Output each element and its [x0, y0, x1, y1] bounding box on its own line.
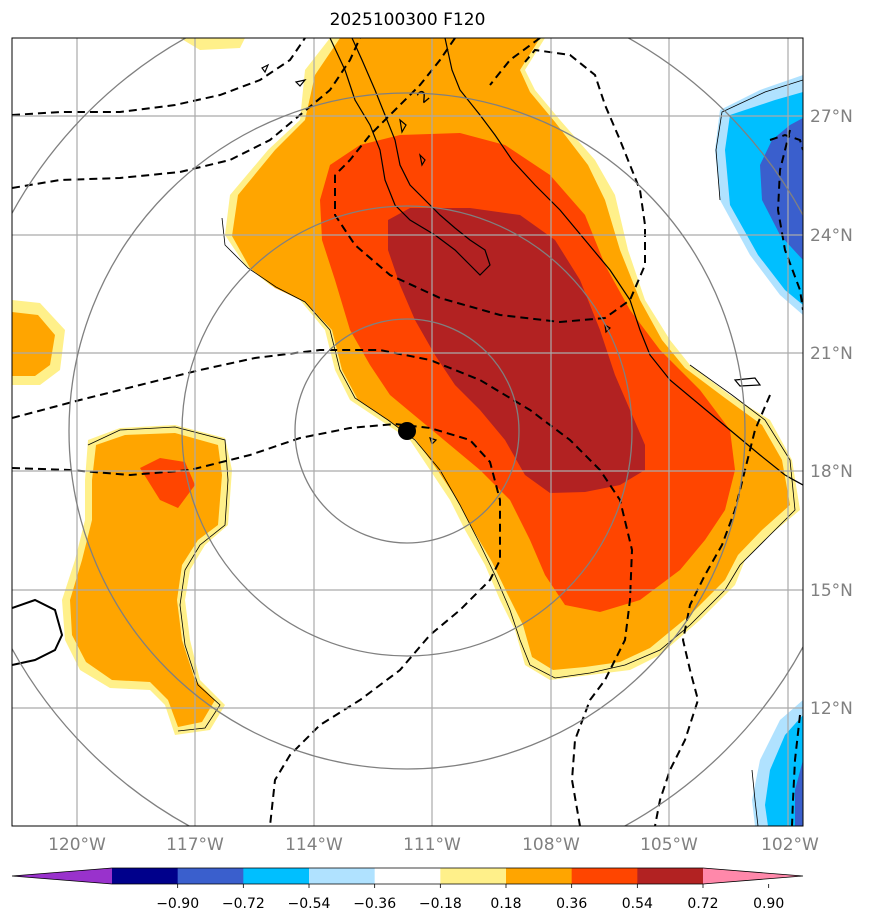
contour-right-3: [654, 394, 771, 826]
lon-label: 117°W: [166, 835, 224, 855]
map-frame: [11, 37, 804, 827]
lon-label: 105°W: [640, 835, 698, 855]
colorbar-tick-label: −0.36: [353, 896, 396, 912]
colorbar-tick-label: 0.90: [753, 896, 784, 912]
colorbar-tick-label: −0.72: [222, 896, 265, 912]
field-royal-blue-upper-right: [760, 118, 803, 260]
island-small-7: [429, 437, 438, 446]
colorbar-segment: [637, 868, 704, 884]
mainland-sw-coast: [789, 477, 803, 486]
coastlines: [12, 38, 803, 666]
colorbar-tick-label: −0.18: [419, 896, 462, 912]
field-orange-left: [12, 312, 55, 376]
colorbar-segment: [571, 868, 638, 884]
colorbar-tick-label: −0.54: [288, 896, 331, 912]
lat-label: 18°N: [810, 462, 853, 482]
colorbar-segment: [177, 868, 244, 884]
shaded-field: [12, 38, 803, 826]
contour-low-center: [334, 48, 646, 324]
field-outline: [87, 79, 803, 826]
storm-center-marker: [398, 422, 416, 440]
land-contour-left: [12, 598, 64, 666]
colorbar-tick-label: 0.36: [556, 896, 587, 912]
gridlines: [12, 38, 803, 826]
longitude-labels: 120°W 117°W 114°W 111°W 108°W 105°W 102°…: [48, 835, 819, 855]
colorbar-segment: [243, 868, 310, 884]
colorbar-tick-label: 0.18: [490, 896, 521, 912]
lat-label: 27°N: [810, 107, 853, 127]
colorbar-segment: [374, 868, 441, 884]
dashed-contours: [12, 38, 803, 826]
island-small-4: [399, 118, 407, 134]
baja-peninsula-coast: [329, 38, 491, 276]
colorbar-tick-label: −0.90: [156, 896, 199, 912]
colorbar-segment: [440, 868, 507, 884]
field-royal-blue-lower-right: [795, 760, 803, 826]
lon-label: 108°W: [522, 835, 580, 855]
field-dark-red: [388, 208, 645, 493]
colorbar-segment: [112, 868, 179, 884]
contour-4: [12, 422, 501, 826]
colorbar-outline: [11, 867, 804, 885]
contour-right-1: [769, 133, 803, 151]
island-small-1: [261, 63, 270, 74]
island-small-3: [419, 153, 426, 167]
colorbar-extend-low: [12, 868, 112, 884]
lon-label: 114°W: [285, 835, 343, 855]
contour-right-4: [791, 714, 801, 826]
map-area: 2: [12, 38, 803, 826]
lat-label: 15°N: [810, 581, 853, 601]
lon-label: 120°W: [48, 835, 106, 855]
lat-label: 12°N: [810, 699, 853, 719]
colorbar-tick-label: 0.72: [687, 896, 718, 912]
colorbar-extend-high: [703, 868, 803, 884]
field-orange-lower-left: [70, 433, 222, 727]
contour-3: [12, 349, 634, 826]
contour-5: [334, 38, 456, 176]
colorbar-segment: [309, 868, 376, 884]
map-title: 2025100300 F120: [329, 10, 486, 30]
field-light-yellow-top: [180, 38, 245, 50]
lon-label: 102°W: [761, 835, 819, 855]
contour-1: [12, 38, 306, 116]
range-rings: [12, 38, 803, 826]
lat-label: 21°N: [810, 344, 853, 364]
colorbar-tick-label: 0.54: [622, 896, 653, 912]
mainland-mexico-coast: [444, 38, 803, 486]
contour-2: [12, 38, 361, 189]
contour-6: [489, 38, 541, 86]
lon-label: 111°W: [403, 835, 461, 855]
colorbar-segment: [506, 868, 573, 884]
latitude-labels: 27°N 24°N 21°N 18°N 15°N 12°N: [810, 107, 853, 719]
colorbar: −0.90 −0.72 −0.54 −0.36 −0.18 0.18 0.36 0.54 0.7…: [11, 867, 804, 912]
lat-label: 24°N: [810, 226, 853, 246]
island-small-2: [294, 79, 307, 87]
island-small-6: [733, 377, 762, 387]
